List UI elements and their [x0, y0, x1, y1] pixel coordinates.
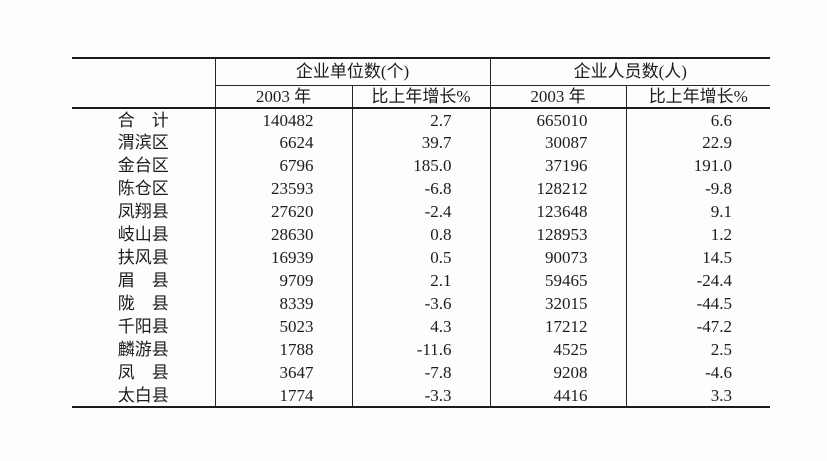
cell: 9.1	[710, 202, 733, 221]
cell: 140482	[215, 108, 353, 131]
table-row: 渭滨区 6624 39.7 30087 22.9	[72, 131, 770, 154]
row-label: 合 计	[72, 108, 216, 131]
cell: -3.6	[352, 292, 491, 315]
cell: 4525	[490, 338, 627, 361]
cell: -6.8	[352, 177, 491, 200]
cell: -11.6	[352, 338, 491, 361]
cell: 22.9	[702, 133, 733, 152]
table-row: 陇 县 8339 -3.6 32015 -44.5	[72, 292, 770, 315]
cell: 128212	[490, 177, 627, 200]
table-row: 陈仓区 23593 -6.8 128212 -9.8	[72, 177, 770, 200]
table-row: 凤翔县 27620 -2.4 123648 9.1	[72, 200, 770, 223]
row-label: 金台区	[72, 154, 216, 177]
cell: 0.8	[352, 223, 491, 246]
row-label: 渭滨区	[72, 131, 216, 154]
cell: 4416	[490, 384, 627, 407]
cell: 1788	[215, 338, 353, 361]
statistics-table: 企业单位数(个) 企业人员数(人) 2003 年 比上年增长% 2003 年 比…	[72, 57, 771, 408]
cell: 1.2	[710, 225, 733, 244]
cell: -2.4	[352, 200, 491, 223]
cell: 14.5	[702, 248, 733, 267]
header-sub-row: 2003 年 比上年增长% 2003 年 比上年增长%	[72, 85, 771, 109]
cell: 28630	[215, 223, 353, 246]
cell: 3647	[215, 361, 353, 384]
header-group-row: 企业单位数(个) 企业人员数(人)	[72, 58, 771, 109]
cell: -4.6	[705, 363, 733, 382]
table-row: 岐山县 28630 0.8 128953 1.2	[72, 223, 770, 246]
cell: -3.3	[352, 384, 491, 407]
cell: 30087	[490, 131, 627, 154]
cell: -44.5	[696, 294, 733, 313]
cell: 9208	[490, 361, 627, 384]
cell: 23593	[215, 177, 353, 200]
cell: -7.8	[352, 361, 491, 384]
row-label: 岐山县	[72, 223, 216, 246]
cell: 2.1	[352, 269, 491, 292]
cell: 3.3	[710, 385, 733, 405]
cell: 8339	[215, 292, 353, 315]
row-label: 凤翔县	[72, 200, 216, 223]
subheader-personnel-year: 2003 年	[490, 85, 627, 109]
cell: -47.2	[696, 317, 733, 336]
table-row: 太白县 1774 -3.3 4416 3.3	[72, 384, 770, 407]
cell: 123648	[490, 200, 627, 223]
row-label: 陈仓区	[72, 177, 216, 200]
cell: 5023	[215, 315, 353, 338]
cell: 185.0	[352, 154, 491, 177]
row-label: 千阳县	[72, 315, 216, 338]
cell: 37196	[490, 154, 627, 177]
subheader-units-growth: 比上年增长%	[352, 85, 491, 109]
cell: 59465	[490, 269, 627, 292]
cell: -24.4	[696, 271, 733, 290]
cell: 6.6	[710, 110, 733, 130]
row-label: 眉 县	[72, 269, 216, 292]
cell: 39.7	[352, 131, 491, 154]
cell: -9.8	[705, 179, 733, 198]
row-label: 太白县	[72, 384, 216, 407]
cell: 191.0	[693, 156, 733, 175]
subheader-personnel-growth: 比上年增长%	[626, 85, 771, 109]
cell: 6624	[215, 131, 353, 154]
cell: 27620	[215, 200, 353, 223]
cell: 4.3	[352, 315, 491, 338]
cell: 17212	[490, 315, 627, 338]
cell: 32015	[490, 292, 627, 315]
cell: 1774	[215, 384, 353, 407]
cell: 16939	[215, 246, 353, 269]
row-label: 扶风县	[72, 246, 216, 269]
table-row: 合 计 140482 2.7 665010 6.6	[72, 108, 770, 131]
subheader-units-year: 2003 年	[215, 85, 353, 109]
cell: 665010	[490, 108, 627, 131]
row-label: 麟游县	[72, 338, 216, 361]
cell: 6796	[215, 154, 353, 177]
table-row: 千阳县 5023 4.3 17212 -47.2	[72, 315, 770, 338]
group-header-units: 企业单位数(个)	[215, 58, 491, 86]
table-row: 金台区 6796 185.0 37196 191.0	[72, 154, 770, 177]
table-row: 扶风县 16939 0.5 90073 14.5	[72, 246, 770, 269]
cell: 90073	[490, 246, 627, 269]
cell: 2.7	[352, 108, 491, 131]
table-row: 凤 县 3647 -7.8 9208 -4.6	[72, 361, 770, 384]
row-label: 陇 县	[72, 292, 216, 315]
cell: 9709	[215, 269, 353, 292]
stub-header	[72, 58, 216, 109]
cell: 2.5	[710, 340, 733, 359]
row-label: 凤 县	[72, 361, 216, 384]
table-row: 眉 县 9709 2.1 59465 -24.4	[72, 269, 770, 292]
cell: 0.5	[352, 246, 491, 269]
table-row: 麟游县 1788 -11.6 4525 2.5	[72, 338, 770, 361]
cell: 128953	[490, 223, 627, 246]
group-header-personnel: 企业人员数(人)	[490, 58, 771, 86]
